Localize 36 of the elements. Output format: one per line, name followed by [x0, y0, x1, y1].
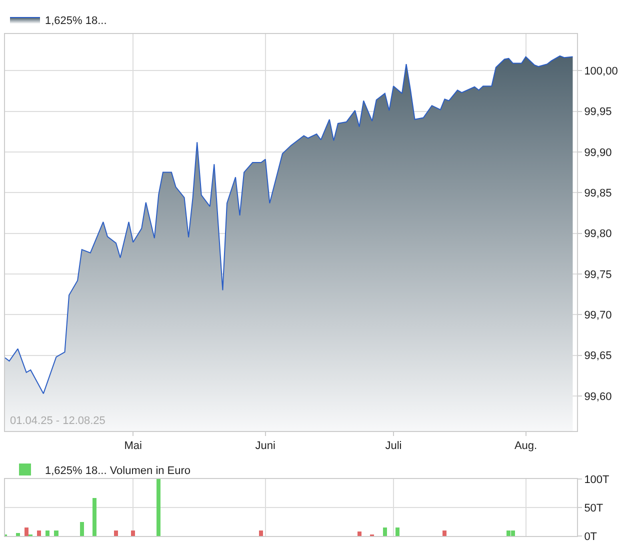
y-tick-label: 99,65 [584, 350, 612, 362]
bar [357, 531, 362, 536]
annotation: 01.04.25 - 12.08.25 [10, 415, 106, 427]
y-tick-label: 99,75 [584, 268, 612, 281]
y-tick-label: 99,80 [584, 228, 612, 240]
bar [156, 479, 161, 536]
y-tick-label: 100,00 [584, 65, 618, 78]
bar [80, 522, 84, 536]
x-tick-label: Aug. [514, 440, 538, 452]
y-tick-label: 99,70 [584, 310, 612, 322]
bar [37, 530, 42, 536]
bar [24, 527, 28, 536]
bar [442, 530, 447, 536]
y-tick-label: 99,95 [584, 106, 612, 118]
y-tick-label: 99,85 [584, 187, 612, 200]
bar [92, 498, 97, 536]
bar [259, 530, 264, 536]
bar [131, 530, 136, 536]
legend-label: 1,625% 18... Volumen in Euro [45, 464, 191, 477]
x-tick-label: Juli [385, 440, 402, 452]
legend-label: 1,625% 18... [45, 14, 107, 27]
y-tick-label: 99,60 [584, 390, 612, 403]
y-tick-label: 50T [584, 502, 604, 514]
y-tick-label: 100T [584, 474, 610, 486]
bar [114, 530, 118, 536]
bar [396, 527, 400, 536]
bar [510, 530, 515, 536]
bar [382, 527, 387, 536]
bar [46, 530, 50, 536]
y-tick-label: 99,90 [584, 146, 612, 159]
bar [54, 530, 58, 536]
x-tick-label: Mai [124, 440, 142, 452]
bar [506, 530, 511, 536]
x-tick-label: Juni [255, 440, 276, 452]
bar [16, 533, 20, 536]
y-tick-label: 0T [584, 530, 598, 543]
